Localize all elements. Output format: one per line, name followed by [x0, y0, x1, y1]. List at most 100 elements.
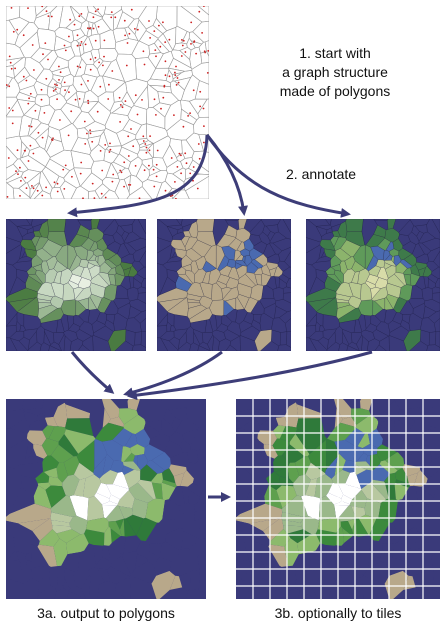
voronoi-site: [47, 15, 50, 17]
ocean-cell: [187, 448, 199, 464]
polygon-map-panel: [6, 399, 206, 599]
land-cell: [53, 271, 62, 284]
ocean-cell: [236, 550, 249, 562]
voronoi-site: [50, 15, 53, 18]
land-cell: [244, 272, 258, 286]
land-cell: [202, 271, 211, 284]
ocean-cell: [43, 331, 51, 347]
voronoi-site: [153, 185, 156, 188]
voronoi-site: [11, 122, 14, 125]
voronoi-site: [84, 43, 87, 46]
ocean-cell: [253, 241, 268, 255]
ocean-cell: [267, 230, 276, 242]
tile-map: [236, 399, 440, 599]
land-cell: [236, 293, 250, 310]
voronoi-site: [144, 143, 147, 145]
voronoi-site: [79, 44, 82, 47]
ocean-cell: [108, 545, 123, 563]
ocean-cell: [190, 426, 206, 450]
voronoi-site: [128, 32, 131, 35]
ocean-cell: [13, 537, 37, 555]
land-cell: [235, 259, 248, 267]
voronoi-site: [16, 149, 19, 152]
ocean-cell: [412, 439, 425, 453]
ocean-cell: [106, 241, 122, 255]
voronoi-site: [142, 135, 145, 138]
ocean-cell: [240, 569, 263, 584]
ocean-cell: [272, 399, 296, 412]
voronoi-site: [152, 168, 155, 171]
ocean-cell: [395, 499, 413, 520]
ocean-cell: [398, 219, 414, 236]
land-cell: [294, 456, 311, 476]
voronoi-site: [168, 75, 171, 78]
ocean-cell: [271, 329, 281, 347]
voronoi-site: [154, 49, 157, 51]
voronoi-site: [54, 88, 57, 90]
voronoi-site: [89, 129, 91, 132]
voronoi-site: [59, 119, 61, 121]
voronoi-site: [99, 85, 102, 88]
ocean-cell: [426, 471, 440, 490]
ocean-cell: [88, 576, 100, 599]
ocean-cell: [251, 319, 262, 332]
ocean-cell: [402, 554, 425, 577]
land-cell: [145, 498, 165, 523]
ocean-cell: [196, 448, 206, 460]
land-cell: [395, 468, 409, 484]
ocean-cell: [16, 550, 27, 563]
voronoi-site: [128, 183, 130, 186]
land-cell: [334, 408, 343, 428]
voronoi-site: [184, 152, 187, 155]
ocean-cell: [147, 551, 160, 565]
land-cell: [366, 254, 379, 272]
ocean-cell: [402, 241, 417, 255]
land-cell: [102, 501, 118, 506]
ocean-cell: [25, 551, 32, 562]
ocean-cell: [421, 482, 438, 497]
voronoi-site: [184, 51, 187, 53]
land-cell: [340, 416, 357, 428]
land-cell: [108, 416, 124, 427]
land-cell: [336, 302, 351, 309]
ocean-cell: [285, 588, 300, 599]
voronoi-cell: [146, 123, 169, 144]
voronoi-site: [189, 172, 192, 175]
land-cell: [136, 517, 158, 542]
voronoi-site: [180, 172, 183, 175]
ocean-cell: [61, 552, 81, 572]
ocean-cell: [84, 543, 96, 570]
ocean-cell: [6, 262, 18, 299]
voronoi-site: [79, 172, 82, 175]
voronoi-cell: [197, 6, 209, 16]
voronoi-cell: [174, 76, 192, 91]
ocean-cell: [253, 411, 268, 426]
ocean-cell: [306, 337, 318, 351]
voronoi-cell: [58, 6, 76, 29]
land-cell: [65, 404, 91, 419]
voronoi-site: [198, 157, 201, 160]
ocean-cell: [11, 579, 38, 599]
ocean-cell: [369, 399, 395, 420]
ocean-cell: [93, 544, 104, 566]
voronoi-site: [103, 55, 105, 58]
land-cell: [317, 517, 341, 533]
ocean-cell: [387, 433, 403, 451]
ocean-cell: [6, 520, 40, 547]
voronoi-site: [6, 196, 9, 198]
voronoi-site: [83, 120, 86, 123]
step1-line1: 1. start with: [299, 45, 371, 61]
ocean-cell: [143, 423, 162, 440]
ocean-cell: [49, 566, 58, 589]
land-cell: [84, 529, 105, 546]
land-cell: [151, 452, 171, 471]
land-cell: [269, 529, 291, 547]
land-cell: [18, 518, 50, 531]
land-cell: [140, 464, 158, 482]
voronoi-cell: [70, 150, 95, 169]
land-cell: [87, 259, 101, 267]
ocean-cell: [306, 300, 318, 327]
ocean-cell: [110, 399, 129, 401]
ocean-cell: [144, 400, 167, 422]
land-cell: [45, 416, 58, 427]
